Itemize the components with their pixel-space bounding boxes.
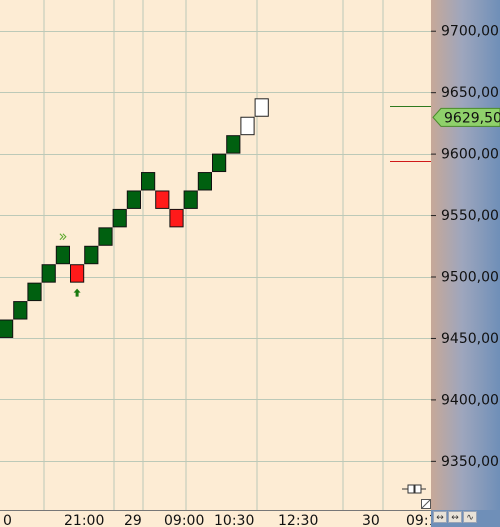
- signal-marker-icon: [59, 233, 67, 241]
- renko-brick-up: [27, 282, 42, 302]
- renko-brick-up: [212, 153, 227, 173]
- renko-bricks: [0, 98, 269, 338]
- time-tick-label: 21:00: [64, 513, 104, 527]
- renko-brick-up: [141, 172, 156, 191]
- renko-brick-up: [41, 264, 56, 283]
- time-tick-label: 0: [3, 513, 12, 527]
- scroll-left-icon[interactable]: ↔: [433, 511, 447, 523]
- time-tick-label: 12:30: [278, 513, 318, 527]
- time-tick-label: 30: [362, 513, 380, 527]
- vertical-grid: [43, 0, 384, 510]
- time-tick-label: 29: [124, 513, 142, 527]
- buy-arrow-icon: [73, 288, 81, 297]
- renko-brick-up: [98, 227, 113, 246]
- price-tick-label: 9550,00: [441, 208, 499, 224]
- price-tick-label: 9600,00: [441, 147, 499, 163]
- time-tick-label: 09:00: [164, 513, 204, 527]
- renko-plot[interactable]: [0, 0, 431, 510]
- wave-icon[interactable]: ∿: [463, 511, 477, 523]
- price-axis[interactable]: 9350,00 9400,00 9450,00 9500,00 9550,00 9600,…: [431, 0, 500, 510]
- current-price-label: 9629,50: [444, 110, 500, 126]
- price-tick-label: 9400,00: [441, 392, 499, 408]
- renko-brick-down: [70, 264, 85, 283]
- renko-brick-up: [197, 172, 213, 191]
- time-axis[interactable]: 0 21:00 29 09:00 10:30 12:30 30 09:16: [0, 510, 431, 527]
- renko-brick-up: [55, 245, 70, 265]
- price-tick-label: 9500,00: [441, 270, 499, 286]
- price-tick-label: 9650,00: [441, 85, 499, 101]
- zoom-horizontal-icon[interactable]: ↔: [448, 511, 462, 523]
- price-tick-label: 9450,00: [441, 331, 499, 347]
- renko-brick-up: [226, 135, 241, 154]
- renko-brick-up: [0, 319, 14, 338]
- renko-brick-up: [112, 208, 127, 228]
- time-tick-label: 09:16: [406, 513, 431, 527]
- scroll-handle-icon[interactable]: [400, 482, 430, 496]
- renko-brick-down: [169, 208, 184, 228]
- signal-markers: [59, 233, 81, 297]
- renko-brick-up: [126, 190, 142, 209]
- renko-brick-up: [13, 301, 28, 320]
- renko-brick-down: [155, 190, 170, 209]
- current-price-tag: [432, 107, 500, 127]
- reference-lines: [390, 106, 431, 162]
- renko-brick-up: [183, 190, 198, 209]
- renko-brick-up: [84, 245, 99, 265]
- renko-brick-up: [240, 116, 255, 136]
- resize-corner-icon[interactable]: [421, 499, 431, 509]
- time-tick-label: 10:30: [214, 513, 254, 527]
- price-tick-label: 9700,00: [441, 24, 499, 40]
- renko-brick-up: [254, 98, 269, 117]
- price-tick-label: 9350,00: [441, 454, 499, 470]
